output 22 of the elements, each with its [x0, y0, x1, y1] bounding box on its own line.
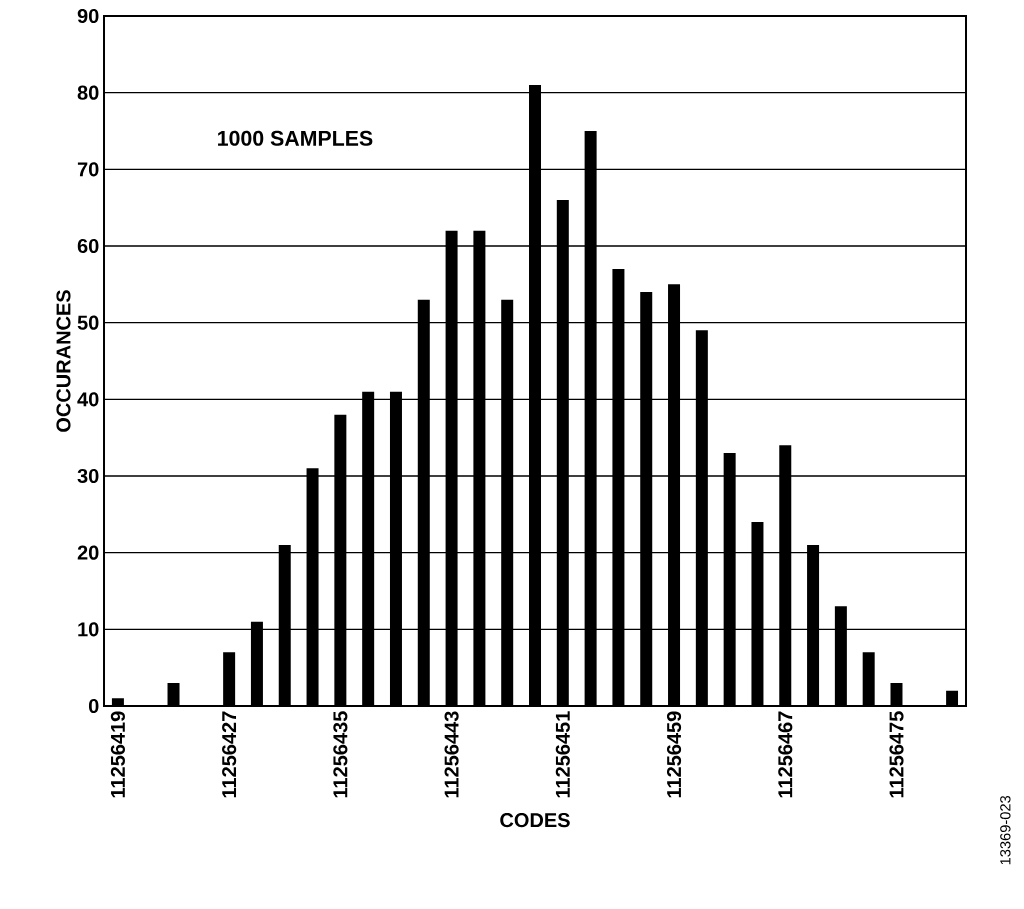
y-tick-label: 60 — [77, 238, 99, 254]
x-tick-label: 11256475 — [889, 711, 904, 798]
text: 13369-023 — [1000, 795, 1011, 865]
x-axis-title: CODES — [500, 813, 570, 828]
y-tick-label: 80 — [77, 85, 99, 100]
y-tick-label: 40 — [77, 392, 99, 407]
x-tick-label: 11256419 — [110, 711, 125, 798]
y-tick-label: 0 — [88, 698, 99, 714]
x-tick-label: 11256459 — [666, 711, 682, 798]
x-tick-label: 11256467 — [778, 711, 793, 798]
y-tick-label: 50 — [77, 315, 99, 330]
y-tick-label: 20 — [77, 545, 99, 560]
y-tick-label: 10 — [78, 622, 99, 637]
x-tick-label: 11256451 — [555, 711, 570, 798]
x-tick-label: 11256443 — [444, 711, 459, 798]
x-tick-label: 11256427 — [222, 711, 237, 798]
annotation: 1000 SAMPLES — [218, 130, 373, 146]
y-tick-label: 30 — [77, 468, 99, 484]
y-tick-label: 90 — [77, 8, 99, 24]
y-tick-label: 70 — [77, 162, 99, 177]
x-tick-label: 11256435 — [333, 711, 348, 798]
y-axis-title: OCCURANCES — [56, 290, 71, 432]
